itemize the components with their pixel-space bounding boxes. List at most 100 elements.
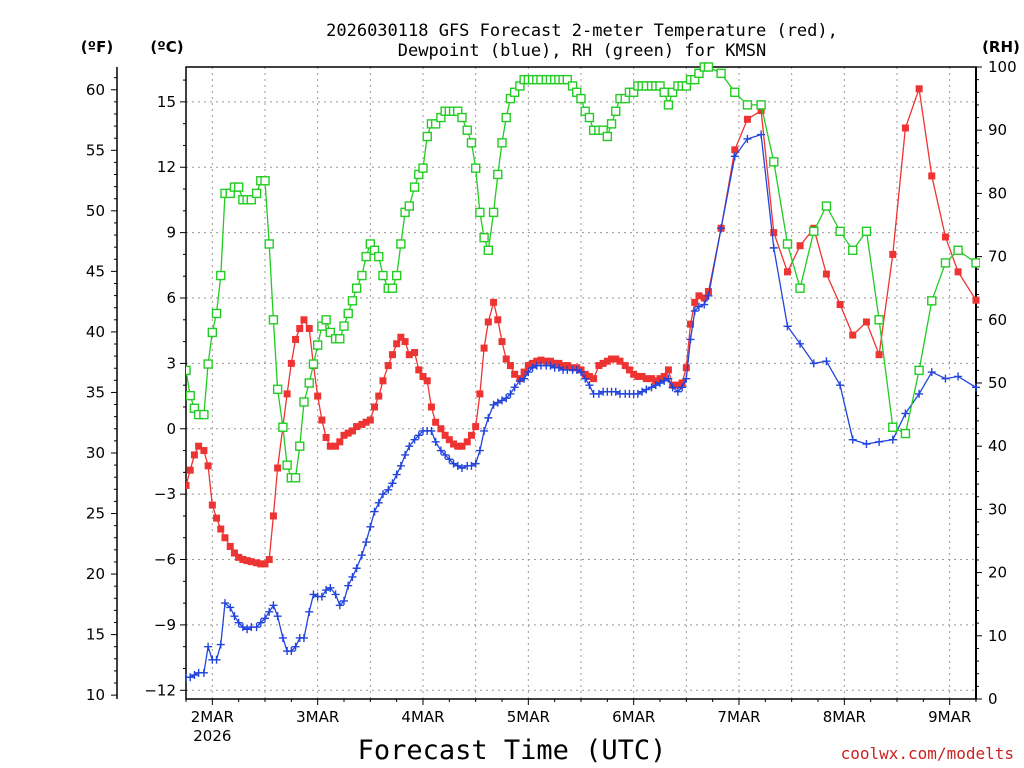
celsius-tick-label: −3 — [154, 485, 176, 503]
rh-point — [562, 74, 573, 85]
temperature-point — [563, 362, 571, 370]
temperature-point — [537, 356, 545, 364]
rh-point — [509, 87, 520, 97]
dewpoint-point — [357, 551, 366, 560]
dewpoint-point — [506, 389, 515, 398]
celsius-axis-unit: (ºC) — [150, 38, 183, 56]
rh-point — [278, 422, 288, 432]
dewpoint-point — [668, 383, 677, 392]
dewpoint-point — [836, 381, 845, 390]
rh-point — [703, 62, 714, 72]
rh-point — [418, 163, 428, 173]
temperature-point — [972, 296, 980, 304]
rh-point — [387, 283, 398, 293]
dewpoint-point — [686, 335, 695, 344]
rh-point — [888, 422, 898, 432]
dewpoint-point — [226, 603, 235, 612]
dewpoint-point — [493, 398, 502, 407]
dewpoint-point — [888, 435, 897, 444]
dewpoint-point — [220, 599, 229, 608]
rh-point — [251, 188, 262, 199]
rh-point — [835, 226, 845, 237]
dewpoint-point — [261, 614, 269, 623]
temperature-point — [630, 370, 638, 378]
temperature-point — [704, 287, 712, 295]
dewpoint-point — [941, 374, 950, 383]
dewpoint-point — [230, 612, 239, 621]
dewpoint-point — [410, 435, 419, 444]
dewpoint-point — [498, 396, 506, 405]
rh-point — [343, 308, 353, 319]
temperature-point — [190, 451, 198, 459]
temperature-point — [247, 558, 255, 566]
temperature-point — [695, 292, 703, 300]
rh-point — [861, 226, 872, 237]
temperature-point — [226, 542, 234, 550]
rh-point — [466, 138, 477, 148]
dewpoint-point — [875, 437, 884, 446]
temperature-point — [384, 362, 392, 370]
rh-point — [203, 359, 213, 369]
dewpoint-point — [366, 522, 375, 531]
dewpoint-point — [322, 586, 331, 595]
temperature-point — [581, 370, 589, 378]
rh-point — [404, 201, 415, 211]
dewpoint-point — [352, 564, 361, 573]
temperature-point — [375, 392, 383, 400]
temperature-point — [336, 438, 344, 446]
rh-point — [396, 239, 406, 249]
rh-point — [611, 106, 621, 116]
rh-point — [233, 182, 244, 192]
rh-point — [606, 119, 617, 129]
rh-tick-label: 10 — [988, 627, 1007, 645]
temperature-point — [287, 359, 295, 367]
rh-point — [207, 327, 218, 338]
rh-point — [716, 68, 726, 79]
dewpoint-point — [388, 479, 397, 488]
dewpoint-point — [585, 381, 594, 390]
rh-point — [246, 195, 257, 205]
temperature-point — [551, 359, 559, 367]
temperature-point — [691, 298, 699, 306]
rh-point — [335, 334, 345, 344]
dewpoint-point — [457, 463, 466, 472]
dewpoint-point — [449, 459, 458, 468]
dewpoint-point — [717, 224, 726, 233]
dewpoint-point — [401, 450, 410, 459]
dewpoint-point — [927, 368, 936, 377]
temperature-point — [524, 362, 532, 370]
rh-point — [351, 283, 362, 293]
temperature-point — [700, 294, 708, 302]
temperature-point — [656, 375, 664, 383]
temperature-point — [648, 375, 656, 383]
x-tick-label: 4MAR — [401, 708, 444, 726]
rh-point — [769, 157, 779, 167]
dewpoint-point — [471, 459, 480, 468]
temperature-point — [257, 560, 265, 568]
dewpoint-point — [305, 607, 314, 616]
temperature-point — [397, 333, 405, 341]
dewpoint-point — [757, 130, 766, 139]
temperature-point — [366, 416, 374, 424]
dewpoint-point — [344, 581, 353, 590]
dewpoint-point — [453, 461, 462, 470]
temperature-point — [427, 403, 435, 411]
temperature-point — [463, 438, 471, 446]
rh-point — [409, 182, 420, 192]
temperature-point — [770, 229, 778, 237]
series-temperature — [186, 85, 980, 568]
dewpoint-point — [287, 647, 296, 656]
rh-tick-label: 0 — [988, 690, 998, 708]
temperature-point — [875, 351, 883, 359]
temperature-point — [862, 318, 870, 326]
rh-point — [663, 100, 674, 110]
fahrenheit-tick-label: 30 — [86, 444, 105, 462]
series-rh — [186, 62, 980, 483]
dewpoint-point — [265, 607, 274, 616]
dewpoint-point — [515, 376, 524, 385]
dewpoint-point — [528, 363, 537, 372]
dewpoint-point — [704, 291, 713, 300]
temperature-point — [362, 418, 370, 426]
temperature-point — [213, 514, 221, 522]
temperature-point — [261, 560, 269, 568]
